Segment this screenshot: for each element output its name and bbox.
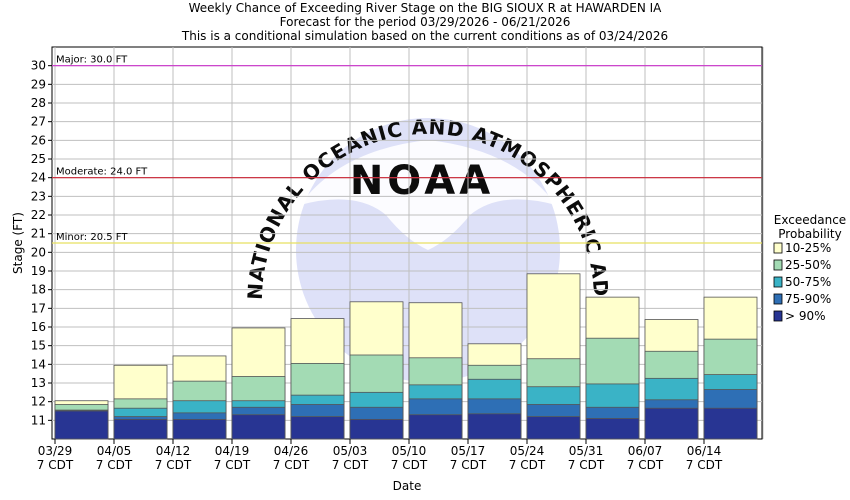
bar-segment [113, 418, 168, 440]
y-tick-label: 16 [31, 320, 46, 334]
y-axis-label: Stage (FT) [11, 212, 25, 274]
legend-label: > 90% [785, 309, 826, 323]
bar-segment [467, 413, 522, 440]
x-tick-time: 7 CDT [96, 458, 133, 472]
y-tick-label: 14 [31, 357, 46, 371]
legend: Exceedance Probability 10-25% 25-50% 50-75… [773, 213, 846, 323]
legend-items: 10-25% 25-50% 50-75% 75-90% > 90% [773, 241, 831, 323]
bar-segment [290, 416, 345, 440]
bar-segment [172, 418, 227, 440]
y-tick-label: 17 [31, 301, 46, 315]
x-tick-label: 04/12 [156, 444, 191, 458]
legend-label: 25-50% [785, 258, 831, 272]
bar-segment [231, 414, 286, 440]
x-tick-label: 03/29 [38, 444, 73, 458]
y-tick-label: 23 [31, 189, 46, 203]
y-tick-label: 11 [31, 413, 46, 427]
y-tick-label: 24 [31, 171, 46, 185]
bar-segment [526, 416, 581, 440]
chart-title-line-3: This is a conditional simulation based o… [181, 29, 668, 43]
y-tick-label: 21 [31, 227, 46, 241]
y-axis: 11 12 13 14 15 16 17 18 19 20 21 22 23 24 25 26 27 28 29 30 [31, 59, 52, 427]
legend-title-line-2: Probability [778, 227, 841, 241]
x-tick-label: 05/31 [569, 444, 604, 458]
x-tick-time: 7 CDT [391, 458, 428, 472]
threshold-label: Major: 30.0 FT [56, 55, 128, 66]
x-tick-time: 7 CDT [37, 458, 74, 472]
bar-stacks [54, 273, 758, 440]
y-tick-label: 19 [31, 264, 46, 278]
threshold-label: Minor: 20.5 FT [56, 232, 128, 243]
x-tick-time: 7 CDT [332, 458, 369, 472]
chart-title-line-2: Forecast for the period 03/29/2026 - 06/… [280, 15, 571, 29]
x-tick-time: 7 CDT [273, 458, 310, 472]
legend-swatch [773, 242, 783, 254]
y-tick-label: 12 [31, 395, 46, 409]
legend-swatch [773, 259, 783, 271]
legend-swatch [773, 293, 783, 305]
x-tick-time: 7 CDT [568, 458, 605, 472]
x-tick-time: 7 CDT [214, 458, 251, 472]
y-tick-label: 20 [31, 245, 46, 259]
legend-label: 10-25% [785, 241, 831, 255]
flood-thresholds: Major: 30.0 FT Moderate: 24.0 FT Minor: 20… [52, 55, 762, 244]
x-tick-time: 7 CDT [155, 458, 192, 472]
bar-segment [54, 410, 109, 440]
x-tick-label: 06/07 [628, 444, 663, 458]
bar-segment [585, 418, 640, 440]
y-tick-label: 22 [31, 208, 46, 222]
bar-segment [703, 407, 758, 440]
legend-swatch [773, 310, 783, 322]
y-tick-label: 18 [31, 283, 46, 297]
y-tick-label: 15 [31, 339, 46, 353]
x-axis-label: Date [393, 479, 422, 493]
x-tick-time: 7 CDT [627, 458, 664, 472]
chart-title-line-1: Weekly Chance of Exceeding River Stage o… [189, 1, 663, 15]
x-tick-label: 05/10 [392, 444, 427, 458]
y-tick-label: 30 [31, 59, 46, 73]
x-tick-label: 06/14 [687, 444, 722, 458]
y-tick-label: 28 [31, 96, 46, 110]
x-tick-label: 05/17 [451, 444, 486, 458]
y-tick-label: 29 [31, 77, 46, 91]
x-tick-label: 04/26 [274, 444, 309, 458]
y-tick-label: 25 [31, 152, 46, 166]
y-tick-label: 27 [31, 115, 46, 129]
noaa-seal-bird [300, 140, 556, 250]
legend-label: 50-75% [785, 275, 831, 289]
y-tick-label: 26 [31, 133, 46, 147]
y-tick-label: 13 [31, 376, 46, 390]
bar-segment [644, 407, 699, 440]
x-tick-label: 05/24 [510, 444, 545, 458]
legend-swatch [773, 276, 783, 288]
x-tick-time: 7 CDT [686, 458, 723, 472]
bar-segment [408, 414, 463, 440]
bar-segment [349, 418, 404, 440]
x-tick-time: 7 CDT [450, 458, 487, 472]
x-tick-time: 7 CDT [509, 458, 546, 472]
threshold-label: Moderate: 24.0 FT [56, 167, 148, 178]
legend-title-line-1: Exceedance [774, 213, 846, 227]
x-tick-label: 04/05 [97, 444, 132, 458]
x-tick-label: 05/03 [333, 444, 368, 458]
noaa-watermark-logo-text: NOAA [350, 158, 494, 204]
legend-label: 75-90% [785, 292, 831, 306]
x-tick-label: 04/19 [215, 444, 250, 458]
